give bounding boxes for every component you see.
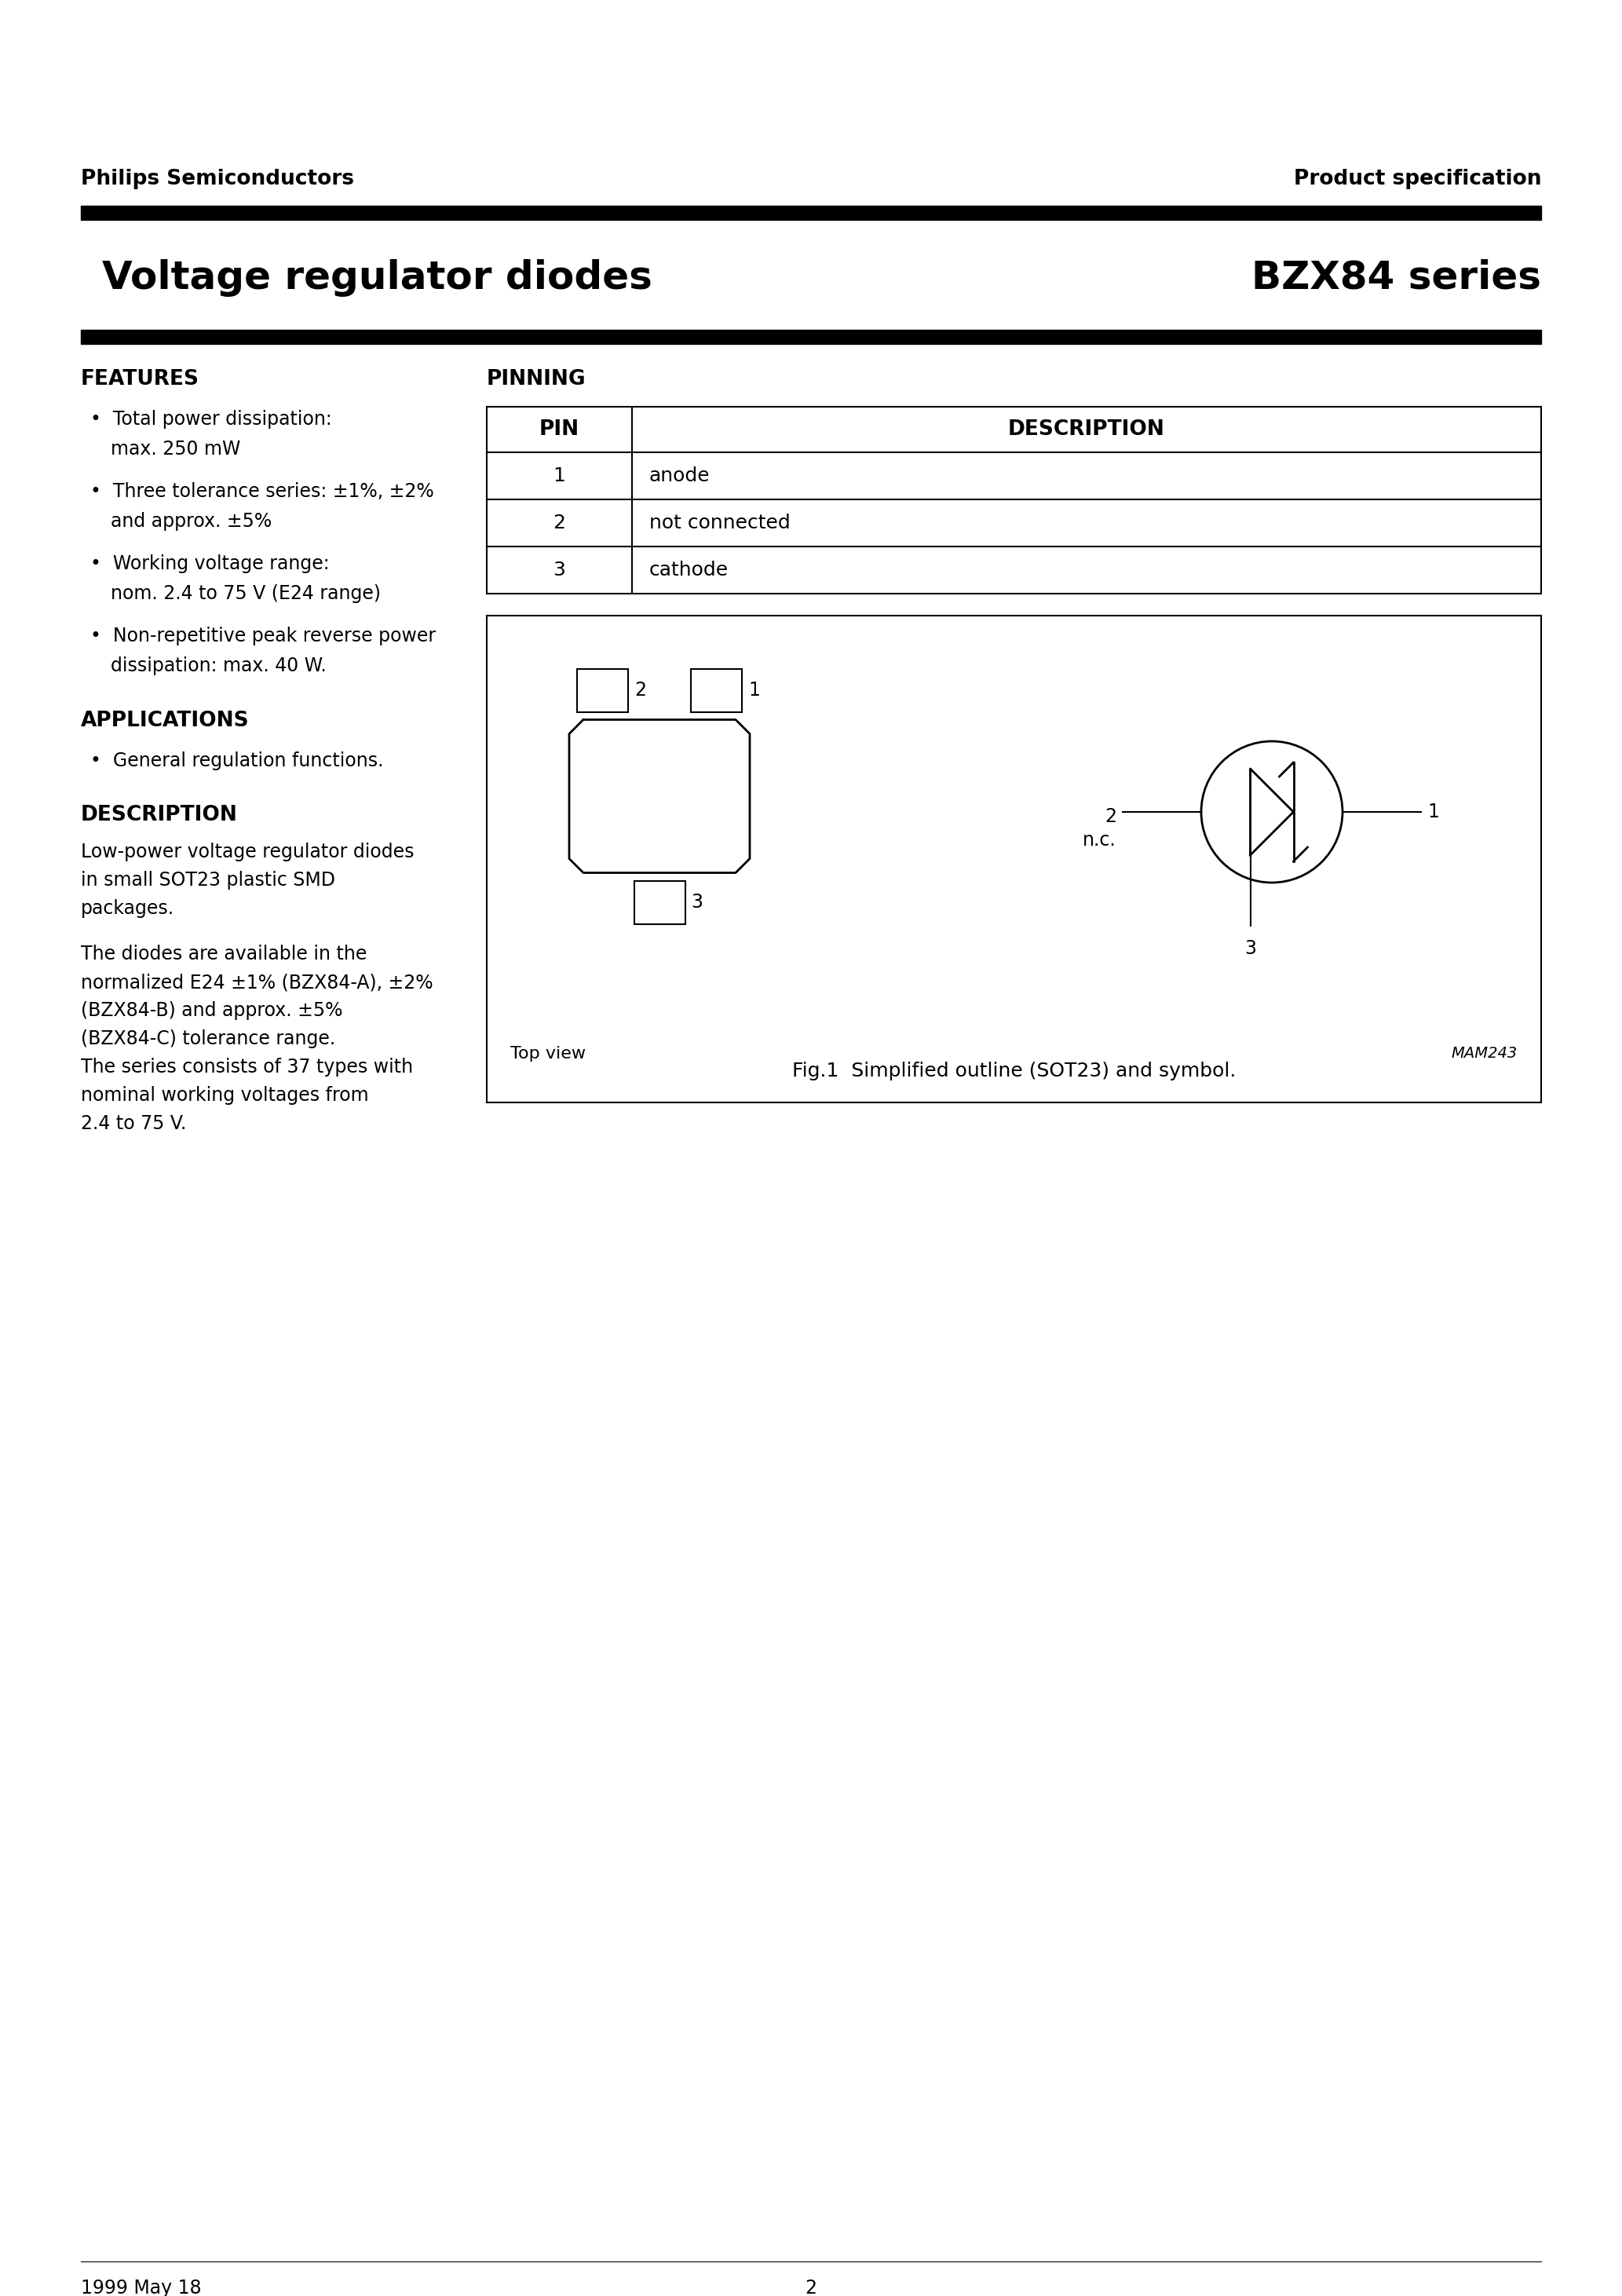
Bar [487,615,1541,1102]
Text: Low-power voltage regulator diodes: Low-power voltage regulator diodes [81,843,414,861]
Text: Product specification: Product specification [1293,170,1541,188]
Text: not connected: not connected [649,514,790,533]
Text: FEATURES: FEATURES [81,370,200,390]
Text: 2: 2 [1105,808,1116,827]
Bar [81,331,1541,344]
Text: Fig.1  Simplified outline (SOT23) and symbol.: Fig.1 Simplified outline (SOT23) and sym… [792,1061,1236,1081]
Text: 1: 1 [553,466,566,484]
Text: PIN: PIN [539,420,579,441]
Text: 1999 May 18: 1999 May 18 [81,2278,201,2296]
Text: 3: 3 [691,893,702,912]
Text: 2: 2 [805,2278,817,2296]
Text: packages.: packages. [81,900,175,918]
Text: Voltage regulator diodes: Voltage regulator diodes [102,259,652,296]
Text: (BZX84-B) and approx. ±5%: (BZX84-B) and approx. ±5% [81,1001,342,1019]
Text: (BZX84-C) tolerance range.: (BZX84-C) tolerance range. [81,1029,336,1049]
Text: 2.4 to 75 V.: 2.4 to 75 V. [81,1114,187,1134]
Text: 1: 1 [748,682,759,700]
Text: •  General regulation functions.: • General regulation functions. [91,751,383,769]
Text: The series consists of 37 types with: The series consists of 37 types with [81,1058,414,1077]
Bar [487,406,1541,595]
Text: cathode: cathode [649,560,728,579]
Text: n.c.: n.c. [1083,831,1116,850]
Text: dissipation: max. 40 W.: dissipation: max. 40 W. [110,657,326,675]
Text: •  Total power dissipation:: • Total power dissipation: [91,411,333,429]
Text: in small SOT23 plastic SMD: in small SOT23 plastic SMD [81,870,336,889]
Text: 2: 2 [553,514,566,533]
Bar [81,207,1541,220]
Bar [691,668,741,712]
Text: MAM243: MAM243 [1452,1047,1518,1061]
Text: Philips Semiconductors: Philips Semiconductors [81,170,354,188]
Text: DESCRIPTION: DESCRIPTION [1009,420,1165,441]
Text: 1: 1 [1427,804,1439,822]
Text: 3: 3 [1244,939,1255,957]
Text: Top view: Top view [511,1047,586,1061]
Text: 3: 3 [553,560,566,579]
Text: and approx. ±5%: and approx. ±5% [110,512,272,530]
Text: •  Three tolerance series: ±1%, ±2%: • Three tolerance series: ±1%, ±2% [91,482,435,501]
Text: normalized E24 ±1% (BZX84-A), ±2%: normalized E24 ±1% (BZX84-A), ±2% [81,974,433,992]
Text: The diodes are available in the: The diodes are available in the [81,944,367,964]
Bar [577,668,628,712]
Text: 2: 2 [634,682,646,700]
Bar [634,882,684,923]
Text: PINNING: PINNING [487,370,586,390]
Text: nominal working voltages from: nominal working voltages from [81,1086,368,1104]
Text: APPLICATIONS: APPLICATIONS [81,712,250,730]
Text: DESCRIPTION: DESCRIPTION [81,806,238,824]
Text: •  Working voltage range:: • Working voltage range: [91,553,329,574]
Text: nom. 2.4 to 75 V (E24 range): nom. 2.4 to 75 V (E24 range) [110,583,381,604]
Text: max. 250 mW: max. 250 mW [110,441,240,459]
Text: •  Non-repetitive peak reverse power: • Non-repetitive peak reverse power [91,627,436,645]
Text: anode: anode [649,466,710,484]
Text: BZX84 series: BZX84 series [1252,259,1541,296]
